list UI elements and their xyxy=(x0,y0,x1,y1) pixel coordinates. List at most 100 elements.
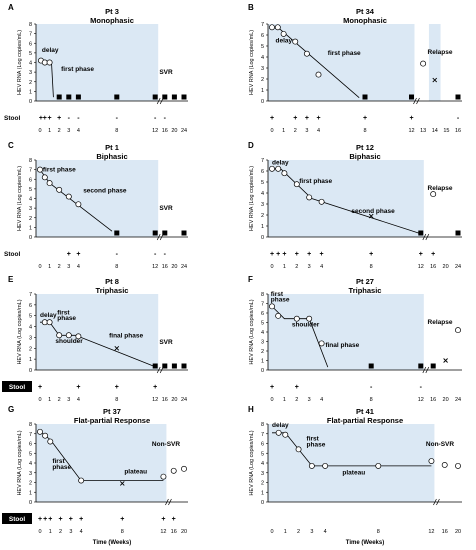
below-quantification-marker xyxy=(368,213,374,219)
x-tick-label: 1 xyxy=(283,264,286,270)
stool-result: + xyxy=(270,115,274,122)
x-tick-label: 24 xyxy=(181,264,187,270)
x-tick-label: 4 xyxy=(320,264,323,270)
x-tick-label: 0 xyxy=(38,128,41,134)
axis-break xyxy=(422,366,427,374)
hev-rna-point xyxy=(293,181,300,188)
x-tick-label: 16 xyxy=(162,264,168,270)
phase-annotation: plateau xyxy=(124,469,147,476)
stool-result: + xyxy=(363,115,367,122)
below-quantification-marker xyxy=(432,77,438,83)
treatment-shading xyxy=(36,424,167,502)
undetectable-marker xyxy=(455,94,461,100)
x-tick-label: 14 xyxy=(432,128,438,134)
hev-rna-point xyxy=(56,186,63,193)
y-axis-label: HEV RNA (Log copies/mL) xyxy=(17,299,23,364)
y-tick-label: 5 xyxy=(261,321,264,327)
hev-rna-point xyxy=(269,303,275,310)
x-tick-label: 20 xyxy=(181,529,187,535)
undetectable-marker xyxy=(171,363,177,369)
phase-annotation: first phase xyxy=(43,167,76,174)
x-tick-label: 15 xyxy=(443,128,449,134)
y-tick-label: 5 xyxy=(29,314,32,320)
x-tick-label: 2 xyxy=(295,264,298,270)
y-tick-label: 6 xyxy=(29,41,32,47)
hev-rna-point xyxy=(46,59,53,66)
y-tick-label: 8 xyxy=(261,422,264,428)
y-tick-label: 0 xyxy=(29,99,32,105)
x-tick-label: 24 xyxy=(455,264,461,270)
x-tick-label: 2 xyxy=(59,529,62,535)
stool-result: + xyxy=(270,384,274,391)
stool-result: + xyxy=(409,115,413,122)
y-tick-label: 5 xyxy=(29,187,32,193)
x-tick-label: 4 xyxy=(317,128,320,134)
response-type: Monophasic xyxy=(90,16,134,25)
y-tick-label: 2 xyxy=(261,213,264,219)
phase-annotation: phase xyxy=(307,441,326,448)
x-tick-label: 20 xyxy=(171,397,177,403)
x-tick-label: 2 xyxy=(58,397,61,403)
stool-label-box xyxy=(2,381,32,392)
patient-title: Pt 8 xyxy=(105,277,119,286)
patient-title: Pt 34 xyxy=(356,7,375,16)
y-tick-label: 1 xyxy=(261,490,264,496)
y-tick-label: 1 xyxy=(29,89,32,95)
x-tick-label: 3 xyxy=(67,397,70,403)
stool-result: + xyxy=(48,115,52,122)
patient-title: Pt 12 xyxy=(356,143,374,152)
x-tick-label: 3 xyxy=(67,128,70,134)
treatment-shading xyxy=(268,424,435,502)
y-tick-label: 1 xyxy=(29,490,32,496)
axis-break xyxy=(425,233,430,241)
hev-rna-point xyxy=(47,438,54,445)
x-tick-label: 12 xyxy=(428,529,434,535)
y-axis-label: HEV RNA (Log copies/mL) xyxy=(249,299,255,364)
x-tick-label: 2 xyxy=(297,529,300,535)
undetectable-marker xyxy=(455,230,461,236)
stool-result: + xyxy=(38,384,42,391)
hev-rna-point xyxy=(41,59,48,66)
stool-result: + xyxy=(76,384,80,391)
x-tick-label: 2 xyxy=(58,264,61,270)
x-tick-label: 0 xyxy=(270,529,273,535)
stool-result: + xyxy=(307,251,311,258)
x-tick-label: 20 xyxy=(455,529,461,535)
phase-annotation: first phase xyxy=(299,178,332,185)
stool-result: + xyxy=(39,115,43,122)
undetectable-marker xyxy=(368,363,374,369)
y-tick-label: 5 xyxy=(29,51,32,57)
x-tick-label: 8 xyxy=(121,529,124,535)
y-tick-label: 3 xyxy=(29,70,32,76)
hev-rna-point xyxy=(303,50,310,57)
y-tick-label: 6 xyxy=(261,33,264,39)
axis-break xyxy=(156,233,161,241)
hev-rna-point xyxy=(274,24,281,31)
x-axis-title: Time (Weeks) xyxy=(93,540,131,546)
y-tick-label: 3 xyxy=(29,471,32,477)
undetectable-marker xyxy=(152,94,158,100)
patient-title: Pt 3 xyxy=(105,7,119,16)
response-type: Flat-partial Response xyxy=(327,416,403,425)
stool-label: Stool xyxy=(9,516,25,523)
y-tick-label: 7 xyxy=(261,158,264,164)
phase-annotation: phase xyxy=(271,297,290,304)
stool-result: + xyxy=(38,516,42,523)
hev-rna-point xyxy=(41,174,48,181)
outcome-label: SVR xyxy=(159,339,173,346)
hev-rna-point xyxy=(441,462,448,468)
x-tick-label: 20 xyxy=(443,264,449,270)
patient-title: Pt 41 xyxy=(356,407,374,416)
axis-break xyxy=(416,97,420,105)
hev-rna-point xyxy=(295,446,302,453)
y-tick-label: 5 xyxy=(261,44,264,50)
stool-result: + xyxy=(316,115,320,122)
panel-letter: E xyxy=(8,275,14,284)
stool-result: + xyxy=(270,251,274,258)
undetectable-marker xyxy=(114,94,120,100)
hev-rna-point xyxy=(308,462,315,469)
x-tick-label: 12 xyxy=(152,397,158,403)
hev-rna-point xyxy=(78,477,85,484)
